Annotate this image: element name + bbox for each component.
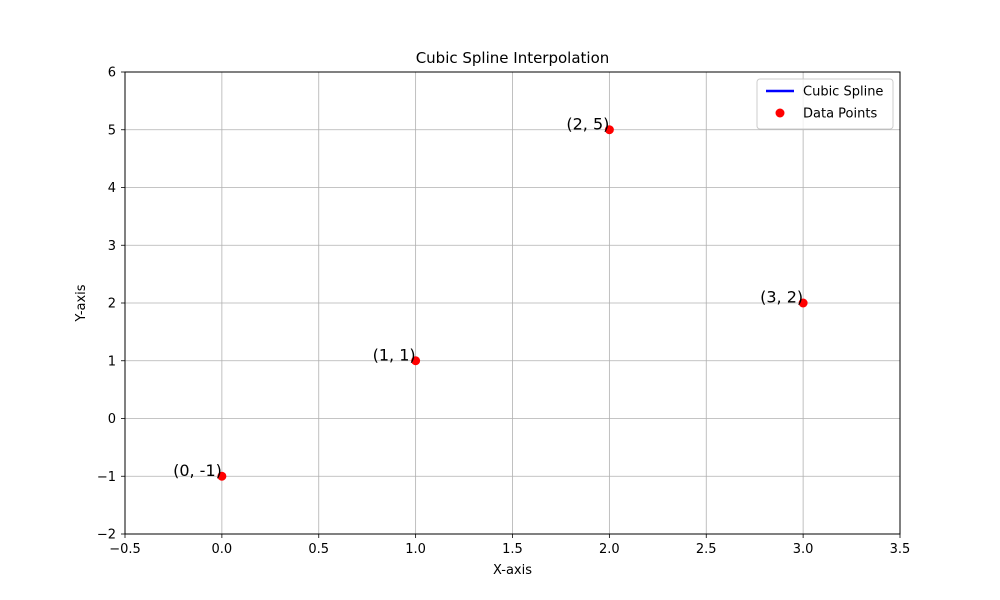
x-tick-label: 3.5 [890, 542, 911, 557]
labels-layer: (0, -1) (1, 1) (2, 5) (3, 2) [173, 114, 803, 480]
x-tick-label: 0.0 [212, 542, 233, 557]
axis-ticks: −0.5 0.0 0.5 1.0 1.5 2.0 2.5 3.0 3.5 −2 −1 0 1 2 3 4 5 6 [97, 66, 911, 558]
data-point [798, 298, 808, 308]
data-point [604, 125, 614, 135]
y-tick-label: 0 [108, 412, 116, 427]
x-tick-label: 1.0 [405, 542, 426, 557]
data-point [411, 356, 421, 366]
y-tick-label: −1 [97, 470, 116, 485]
y-tick-label: 3 [108, 239, 116, 254]
chart-title: Cubic Spline Interpolation [416, 49, 610, 67]
legend: Cubic Spline Data Points [756, 78, 894, 130]
point-annotation: (3, 2) [760, 288, 803, 307]
point-annotation: (0, -1) [173, 461, 222, 480]
y-tick-label: 2 [108, 297, 116, 312]
y-axis-label: Y-axis [74, 284, 89, 322]
x-tick-label: 1.5 [502, 542, 523, 557]
legend-data-points-swatch [775, 108, 785, 118]
data-point [217, 471, 227, 481]
x-tick-label: 0.5 [308, 542, 329, 557]
data-layer [217, 125, 808, 481]
x-tick-label: 3.0 [793, 542, 814, 557]
y-tick-label: 5 [108, 123, 116, 138]
y-tick-label: 1 [108, 354, 116, 369]
legend-cubic-spline-label: Cubic Spline [803, 85, 883, 100]
x-tick-label: 2.5 [696, 542, 717, 557]
x-tick-label: 2.0 [599, 542, 620, 557]
x-tick-label: −0.5 [109, 542, 141, 557]
legend-data-points-label: Data Points [803, 107, 877, 122]
y-tick-label: 6 [108, 66, 116, 81]
point-annotation: (1, 1) [373, 345, 416, 364]
x-axis-label: X-axis [493, 563, 532, 578]
point-annotation: (2, 5) [566, 114, 609, 133]
y-tick-label: −2 [97, 528, 116, 543]
y-tick-label: 4 [108, 181, 116, 196]
